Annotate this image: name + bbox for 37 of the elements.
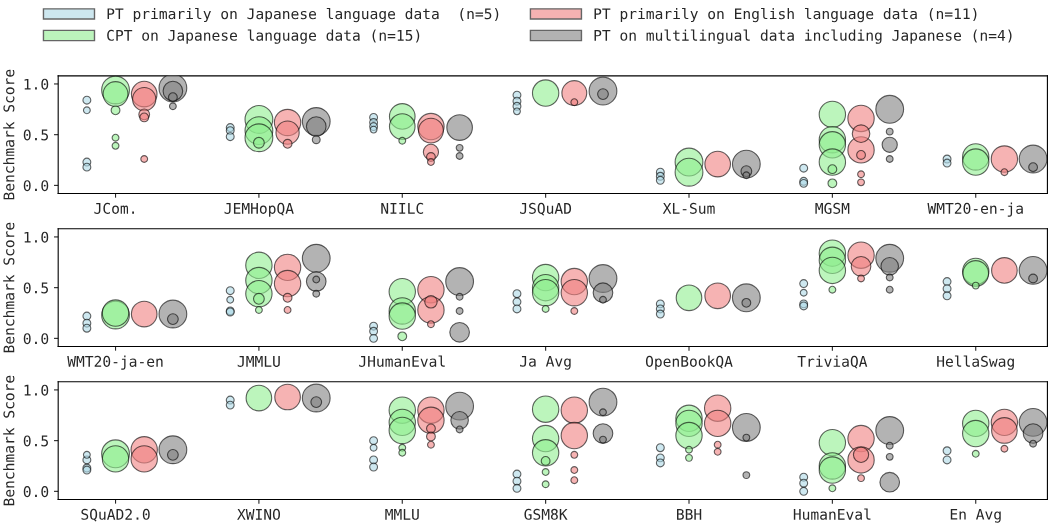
x-tick-label: BBH — [677, 509, 702, 520]
legend-label: PT primarily on English language data (n=11) — [594, 7, 977, 23]
x-tick-label: MGSM — [815, 202, 850, 214]
x-tick-label: En Avg — [950, 508, 1001, 523]
y-tick-label: 0.5 — [23, 282, 48, 294]
y-tick-label: 1.0 — [24, 78, 49, 90]
x-tick-label: WMT20-en-ja — [927, 202, 1023, 217]
y-tick-label: 0.5 — [23, 129, 48, 141]
y-axis-title: Benchmark Score — [3, 222, 15, 353]
legend-label: CPT on Japanese language data (n=15) — [107, 29, 420, 44]
x-tick-label: WMT20-ja-en — [67, 355, 163, 370]
y-axis-title: Benchmark Score — [3, 69, 15, 200]
x-tick-label: OpenBookQA — [645, 355, 733, 370]
x-tick-label: HumanEval — [793, 508, 871, 520]
y-tick-label: 0.0 — [23, 180, 49, 192]
y-tick-label: 1.0 — [24, 384, 49, 396]
x-tick-label: JEMHopQA — [224, 202, 294, 217]
y-tick-label: 0.0 — [23, 333, 49, 345]
x-tick-label: XWINO — [237, 508, 281, 520]
x-tick-label: GSM8K — [524, 508, 568, 520]
x-tick-label: HellaSwag — [937, 355, 1014, 370]
x-tick-label: JSQuAD — [520, 202, 572, 216]
y-tick-label: 0.5 — [23, 435, 48, 447]
x-tick-label: JHumanEval — [359, 355, 445, 367]
y-tick-label: 1.0 — [24, 231, 49, 243]
x-tick-label: JCom. — [94, 202, 134, 214]
x-tick-label: JMMLU — [237, 356, 280, 367]
legend-label: PT on multilingual data including Japanese (n=4) — [594, 29, 1012, 44]
x-tick-label: NIILC — [381, 202, 424, 214]
x-tick-label: SQuAD2.0 — [81, 508, 150, 522]
x-tick-label: TriviaQA — [797, 355, 868, 369]
y-tick-label: 0.0 — [23, 486, 49, 498]
y-axis-title: Benchmark Score — [3, 375, 15, 506]
x-tick-label: MMLU — [385, 509, 419, 520]
legend-label: PT primarily on Japanese language data (n=5) — [107, 7, 499, 23]
x-tick-label: Ja Avg — [520, 355, 571, 370]
x-tick-label: XL-Sum — [662, 202, 715, 214]
